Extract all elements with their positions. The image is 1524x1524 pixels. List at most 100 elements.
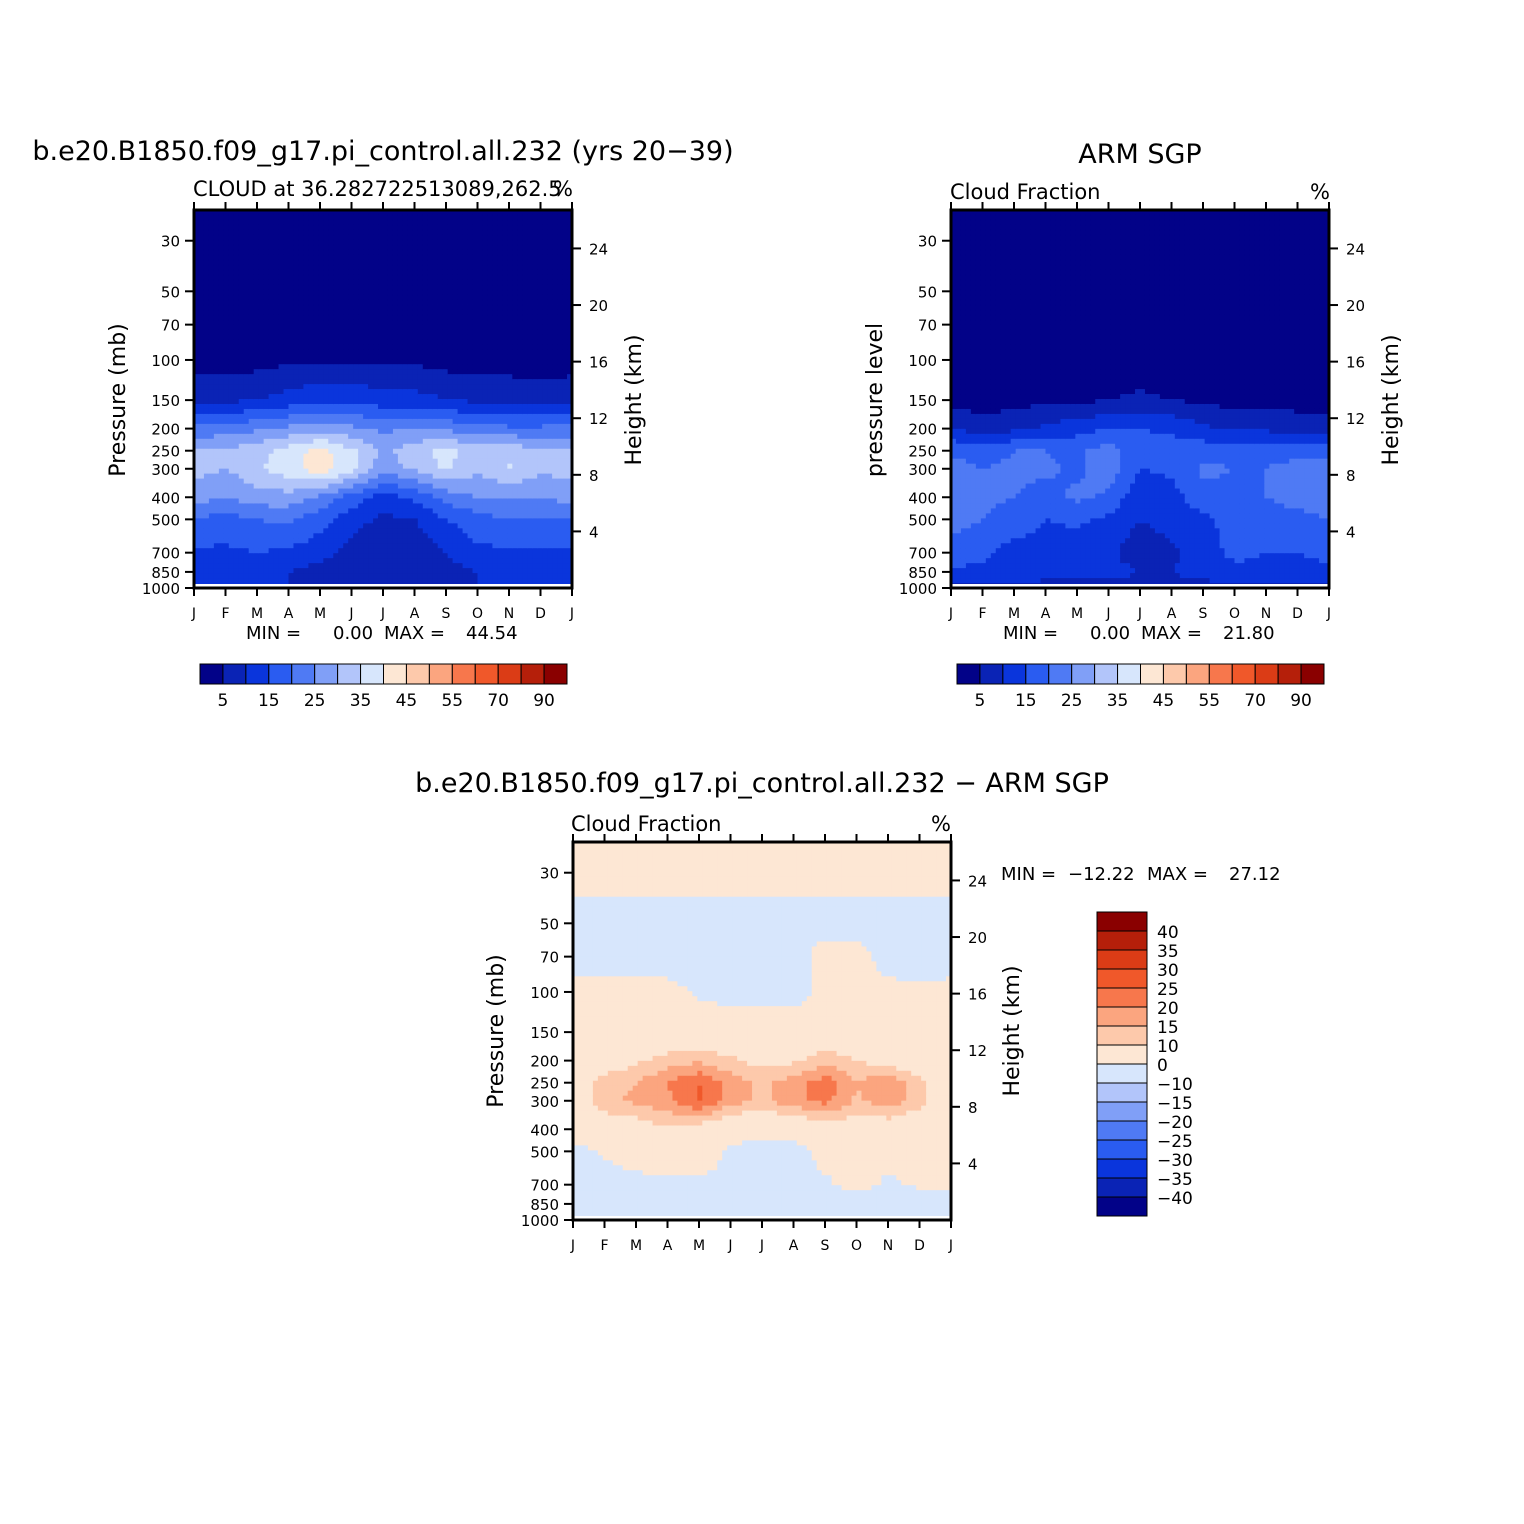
contour-cell <box>502 264 508 271</box>
contour-cell <box>437 543 444 549</box>
contour-cell <box>348 284 354 291</box>
contour-cell <box>502 379 508 385</box>
contour-cell <box>462 214 469 221</box>
contour-cell <box>233 289 240 296</box>
contour-cell <box>432 458 439 465</box>
contour-cell <box>353 448 359 455</box>
contour-cell <box>383 249 389 256</box>
contour-cell <box>487 428 494 435</box>
contour-cell <box>203 478 210 485</box>
contour-cell <box>402 269 409 276</box>
contour-cell <box>432 573 439 579</box>
contour-cell <box>248 493 255 500</box>
contour-cell <box>502 224 508 231</box>
contour-cell <box>273 304 280 311</box>
contour-cell <box>437 498 444 505</box>
contour-cell <box>512 548 518 554</box>
contour-cell <box>333 548 339 554</box>
contour-cell <box>457 528 464 534</box>
contour-cell <box>383 289 389 296</box>
contour-cell <box>402 433 409 440</box>
contour-cell <box>512 403 518 410</box>
contour-cell <box>407 468 414 475</box>
contour-cell <box>218 399 225 405</box>
contour-cell <box>397 423 404 430</box>
contour-cell <box>293 528 300 534</box>
contour-cell <box>363 304 369 311</box>
contour-cell <box>462 528 469 534</box>
contour-cell <box>233 219 240 226</box>
contour-cell <box>462 483 469 490</box>
contour-cell <box>447 493 454 500</box>
contour-cell <box>392 259 399 266</box>
contour-cell <box>208 354 215 360</box>
contour-cell <box>308 244 314 251</box>
contour-cell <box>427 339 434 345</box>
contour-cell <box>517 344 523 350</box>
contour-cell <box>517 374 523 380</box>
contour-cell <box>492 448 498 455</box>
contour-cell <box>278 210 285 216</box>
contour-cell <box>353 254 359 261</box>
contour-cell <box>273 563 280 569</box>
contour-cell <box>442 284 449 291</box>
contour-cell <box>363 229 369 236</box>
contour-cell <box>353 264 359 271</box>
contour-cell <box>462 224 469 231</box>
contour-cell <box>338 473 344 480</box>
contour-cell <box>268 523 275 529</box>
contour-cell <box>442 269 449 276</box>
contour-cell <box>308 528 314 534</box>
contour-cell <box>263 578 270 584</box>
contour-cell <box>452 483 459 490</box>
contour-cell <box>358 314 364 321</box>
contour-cell <box>452 249 459 256</box>
contour-cell <box>328 314 334 321</box>
contour-cell <box>328 279 334 286</box>
contour-cell <box>263 329 270 335</box>
contour-cell <box>213 239 220 246</box>
contour-cell <box>373 453 379 460</box>
contour-cell <box>383 399 389 405</box>
contour-cell <box>487 259 494 266</box>
contour-cell <box>263 219 270 226</box>
contour-cell <box>348 259 354 266</box>
contour-cell <box>373 324 379 330</box>
contour-cell <box>194 394 200 400</box>
contour-cell <box>194 259 200 266</box>
contour-cell <box>477 458 484 465</box>
contour-cell <box>472 244 479 251</box>
contour-cell <box>487 369 494 375</box>
contour-cell <box>383 578 389 584</box>
contour-cell <box>507 339 513 345</box>
contour-cell <box>447 403 454 410</box>
contour-cell <box>333 523 339 529</box>
contour-cell <box>218 309 225 316</box>
contour-cell <box>313 523 319 529</box>
contour-cell <box>333 418 339 425</box>
contour-cell <box>303 533 309 539</box>
contour-cell <box>477 339 484 345</box>
contour-cell <box>298 244 305 251</box>
contour-cell <box>397 548 404 554</box>
contour-cell <box>422 269 429 276</box>
contour-cell <box>258 254 265 261</box>
contour-cell <box>512 513 518 519</box>
contour-cell <box>228 374 235 380</box>
contour-cell <box>203 309 210 316</box>
contour-cell <box>288 254 295 261</box>
contour-cell <box>298 503 305 510</box>
contour-cell <box>392 339 399 345</box>
contour-cell <box>467 239 474 246</box>
panel-model-cloud: b.e20.B1850.f09_g17.pi_control.all.232 (… <box>32 136 733 711</box>
contour-cell <box>298 399 305 405</box>
contour-cell <box>358 413 364 420</box>
contour-cell <box>288 214 295 221</box>
contour-cell <box>348 493 354 500</box>
contour-cell <box>477 364 484 370</box>
contour-cell <box>397 229 404 236</box>
contour-cell <box>333 210 339 216</box>
contour-cell <box>497 394 503 400</box>
contour-cell <box>378 538 384 544</box>
contour-cell <box>248 443 255 450</box>
